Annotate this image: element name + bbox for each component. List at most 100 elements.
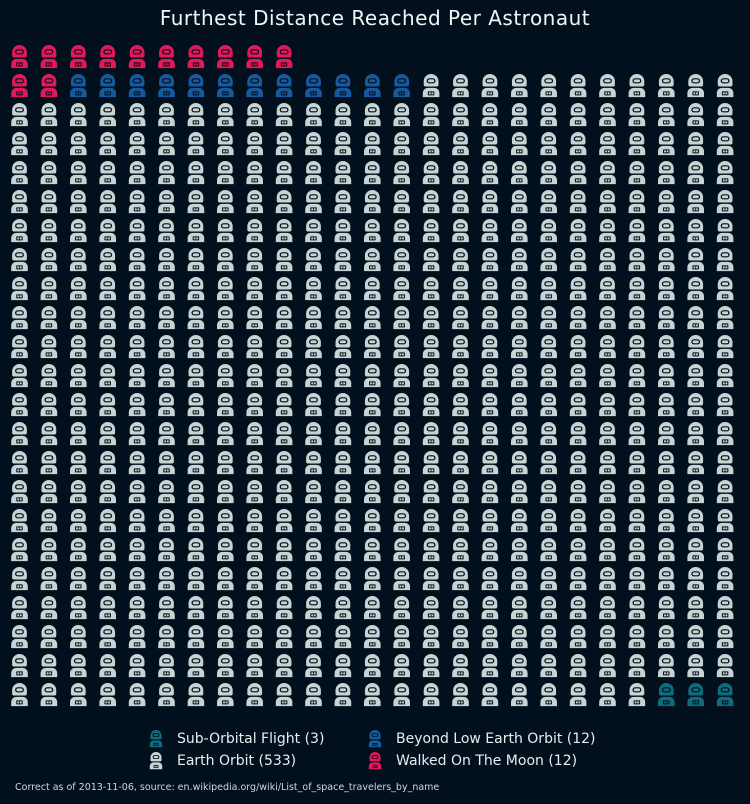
astronaut-orbit [11,596,28,620]
astronaut-orbit [628,596,646,620]
astronaut-orbit [540,335,558,359]
astronaut-orbit [305,596,322,620]
astronaut-orbit [363,132,381,156]
astronaut-orbit [246,306,264,330]
astronaut-orbit [216,596,234,620]
astronaut-orbit [334,219,352,243]
astronaut-orbit [216,422,234,446]
astronaut-orbit [158,654,175,678]
astronaut-moon [11,74,28,98]
astronaut-orbit [510,248,528,272]
astronaut-orbit [687,364,705,388]
legend-label: Beyond Low Earth Orbit (12) [396,731,596,747]
astronaut-orbit [40,393,58,417]
astronaut-orbit [716,596,734,620]
astronaut-orbit [657,625,675,649]
astronaut-orbit [569,190,587,214]
astronaut-orbit [363,567,381,591]
astronaut-orbit [216,538,234,562]
astronaut-orbit [246,161,264,185]
astronaut-orbit [510,654,528,678]
astronaut-moon [128,45,146,69]
astronaut-orbit [363,219,381,243]
astronaut-orbit [687,625,705,649]
astronaut-orbit [11,190,28,214]
astronaut-orbit [569,538,587,562]
astronaut-orbit [716,248,734,272]
astronaut-orbit [481,364,499,388]
astronaut-orbit [216,509,234,533]
astronaut-orbit [99,335,117,359]
astronaut-orbit [40,103,58,127]
astronaut-orbit [393,103,411,127]
astronaut-orbit [540,74,558,98]
astronaut-orbit [128,190,146,214]
waffle-chart [11,45,734,707]
astronaut-orbit [69,190,87,214]
astronaut-orbit [334,596,352,620]
astronaut-orbit [481,422,499,446]
astronaut-orbit [275,161,293,185]
astronaut-orbit [334,683,352,707]
astronaut-orbit [540,509,558,533]
astronaut-orbit [334,509,352,533]
astronaut-orbit [599,625,616,649]
astronaut-orbit [275,596,293,620]
astronaut-orbit [540,451,558,475]
astronaut-orbit [363,654,381,678]
astronaut-orbit [657,161,675,185]
astronaut-beyond [216,74,234,98]
astronaut-orbit [11,683,28,707]
astronaut-orbit [540,219,558,243]
astronaut-orbit [246,451,264,475]
astronaut-orbit [422,277,440,301]
astronaut-orbit [540,103,558,127]
astronaut-orbit [452,451,469,475]
astronaut-orbit [510,364,528,388]
astronaut-orbit [69,509,87,533]
astronaut-orbit [246,190,264,214]
astronaut-orbit [216,654,234,678]
astronaut-orbit [334,190,352,214]
astronaut-orbit [687,132,705,156]
astronaut-orbit [187,132,205,156]
astronaut-orbit [393,683,411,707]
astronaut-orbit [363,509,381,533]
astronaut-orbit [158,364,175,388]
astronaut-orbit [69,335,87,359]
astronaut-orbit [481,277,499,301]
astronaut-orbit [481,654,499,678]
astronaut-orbit [158,248,175,272]
astronaut-orbit [599,451,616,475]
astronaut-orbit [628,132,646,156]
astronaut-orbit [275,277,293,301]
astronaut-orbit [187,364,205,388]
astronaut-orbit [657,103,675,127]
astronaut-orbit [540,683,558,707]
astronaut-orbit [275,538,293,562]
astronaut-orbit [334,538,352,562]
astronaut-orbit [569,306,587,330]
astronaut-orbit [540,248,558,272]
astronaut-beyond [275,74,293,98]
astronaut-orbit [246,480,264,504]
astronaut-orbit [246,248,264,272]
astronaut-orbit [687,277,705,301]
astronaut-orbit [246,335,264,359]
astronaut-orbit [452,654,469,678]
astronaut-orbit [128,654,146,678]
astronaut-orbit [657,451,675,475]
astronaut-orbit [628,74,646,98]
astronaut-orbit [40,509,58,533]
astronaut-orbit [599,248,616,272]
astronaut-orbit [628,683,646,707]
astronaut-orbit [599,480,616,504]
legend-label: Walked On The Moon (12) [396,753,578,769]
astronaut-orbit [687,190,705,214]
astronaut-orbit [305,451,322,475]
astronaut-orbit [599,132,616,156]
astronaut-orbit [187,335,205,359]
astronaut-orbit [334,451,352,475]
astronaut-orbit [510,393,528,417]
astronaut-orbit [569,335,587,359]
